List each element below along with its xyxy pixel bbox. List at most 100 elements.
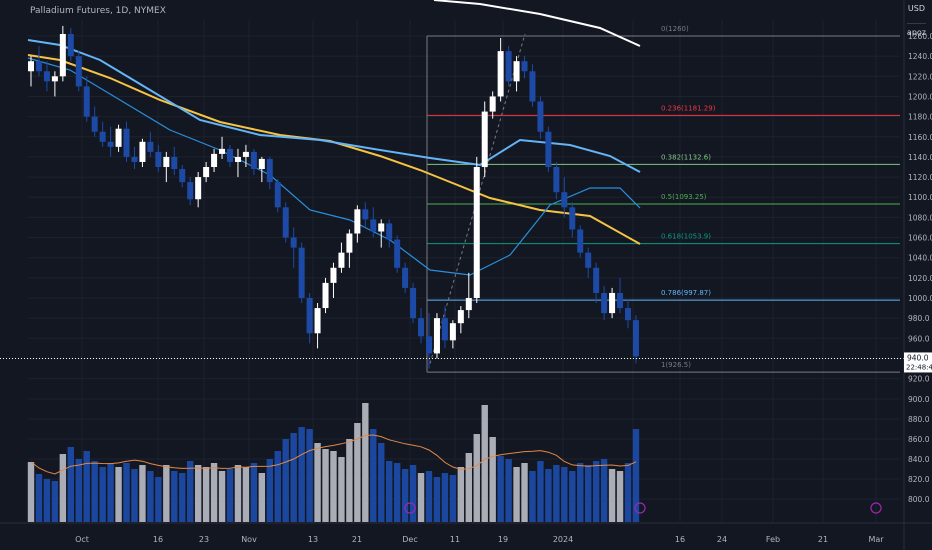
price-tag-timer: 22:48:49 bbox=[906, 363, 932, 371]
candle-body bbox=[179, 169, 186, 183]
volume-bar bbox=[521, 463, 528, 522]
candle-body bbox=[43, 71, 50, 82]
volume-bar bbox=[529, 471, 536, 522]
volume-bar bbox=[202, 467, 210, 522]
volume-bar bbox=[585, 465, 592, 522]
volume-bar bbox=[298, 427, 305, 522]
candle-body bbox=[195, 177, 202, 200]
candle-body bbox=[465, 298, 472, 311]
candle-body bbox=[529, 71, 536, 102]
fib-level-label: 0.236(1181.29) bbox=[661, 104, 716, 112]
candle-body bbox=[561, 192, 568, 208]
volume-bar bbox=[83, 451, 90, 522]
price-tick-label: 860.0 bbox=[908, 435, 930, 444]
price-tag-value: 940.0 bbox=[907, 353, 929, 362]
volume-bar bbox=[401, 469, 409, 522]
currency-selector[interactable]: USD apoz bbox=[906, 4, 926, 37]
candle-body bbox=[99, 131, 106, 142]
volume-bar bbox=[75, 459, 82, 522]
price-tick-label: 1000.0 bbox=[908, 294, 932, 303]
candle-body bbox=[163, 156, 170, 167]
chart-title: Palladium Futures, 1D, NYMEX bbox=[30, 6, 166, 16]
volume-bar bbox=[553, 465, 560, 522]
candle-body bbox=[370, 219, 377, 232]
price-tick-label: 1060.0 bbox=[908, 234, 932, 243]
candle-body bbox=[521, 61, 528, 72]
candle-body bbox=[497, 51, 504, 97]
candle-body bbox=[433, 318, 440, 354]
candle-body bbox=[418, 318, 425, 337]
candle-body bbox=[203, 167, 210, 178]
volume-bar bbox=[226, 469, 234, 522]
volume-bar bbox=[624, 463, 632, 522]
candle-body bbox=[123, 128, 130, 157]
volume-bar bbox=[290, 433, 297, 522]
price-tick-label: 1220.0 bbox=[908, 72, 932, 81]
volume-bar bbox=[218, 471, 226, 522]
price-tick-label: 1240.0 bbox=[908, 52, 932, 61]
candle-body bbox=[187, 182, 194, 200]
candle-body bbox=[211, 153, 218, 167]
time-tick-label: 24 bbox=[717, 535, 727, 544]
candle-body bbox=[617, 292, 624, 309]
volume-bar bbox=[242, 467, 250, 522]
candle-body bbox=[171, 156, 178, 170]
volume-bar bbox=[43, 479, 51, 522]
candle-body bbox=[298, 247, 305, 298]
candle-body bbox=[250, 151, 257, 170]
volume-bar bbox=[561, 467, 568, 522]
time-tick-label: 11 bbox=[450, 535, 460, 544]
volume-bar bbox=[465, 453, 472, 522]
candle-body bbox=[585, 252, 592, 268]
candle-body bbox=[632, 320, 639, 357]
time-tick-label: 23 bbox=[199, 535, 209, 544]
candle-body bbox=[59, 33, 66, 77]
price-tick-label: 1200.0 bbox=[908, 92, 932, 101]
volume-bar bbox=[417, 473, 425, 522]
fib-level-label: 0.786(997.87) bbox=[661, 289, 711, 297]
candle-body bbox=[274, 182, 281, 208]
price-tick-label: 1260.0 bbox=[908, 32, 932, 41]
volume-bar bbox=[266, 459, 273, 522]
candle-body bbox=[322, 282, 329, 309]
volume-bar bbox=[592, 461, 600, 522]
volume-bar bbox=[393, 463, 401, 522]
price-tick-label: 1040.0 bbox=[908, 254, 932, 263]
candle-body bbox=[441, 318, 448, 341]
candle-body bbox=[314, 308, 321, 334]
volume-bar bbox=[362, 403, 369, 522]
volume-bar bbox=[210, 463, 218, 522]
volume-bar bbox=[489, 437, 496, 522]
candle-body bbox=[242, 151, 249, 157]
candle-body bbox=[51, 76, 58, 82]
candle-body bbox=[537, 101, 544, 132]
price-tick-label: 920.0 bbox=[908, 375, 930, 384]
candle-body bbox=[593, 267, 600, 293]
volume-bar bbox=[425, 471, 433, 522]
volume-bar bbox=[409, 465, 417, 522]
volume-bar bbox=[51, 481, 59, 522]
event-marker-icon bbox=[870, 502, 882, 514]
fib-level-label: 0(1260) bbox=[661, 25, 689, 33]
volume-bar bbox=[147, 471, 154, 522]
candle-body bbox=[330, 267, 337, 283]
candle-body bbox=[481, 111, 488, 167]
volume-bar bbox=[27, 462, 35, 522]
time-tick-label: Oct bbox=[75, 535, 89, 544]
candle-body bbox=[139, 141, 146, 162]
volume-bar bbox=[163, 465, 170, 522]
price-tick-label: 800.0 bbox=[908, 495, 930, 504]
volume-bar bbox=[59, 454, 67, 522]
account-label: apoz bbox=[906, 23, 926, 37]
volume-bar bbox=[179, 473, 186, 522]
volume-bar bbox=[250, 463, 258, 522]
time-tick-label: Mar bbox=[868, 535, 884, 544]
volume-bar bbox=[481, 405, 488, 522]
price-tick-label: 820.0 bbox=[908, 475, 930, 484]
volume-bar bbox=[91, 461, 98, 522]
volume-bar bbox=[115, 467, 122, 522]
candle-body bbox=[67, 33, 74, 57]
candle-body bbox=[75, 56, 82, 87]
candle-body bbox=[338, 252, 345, 268]
